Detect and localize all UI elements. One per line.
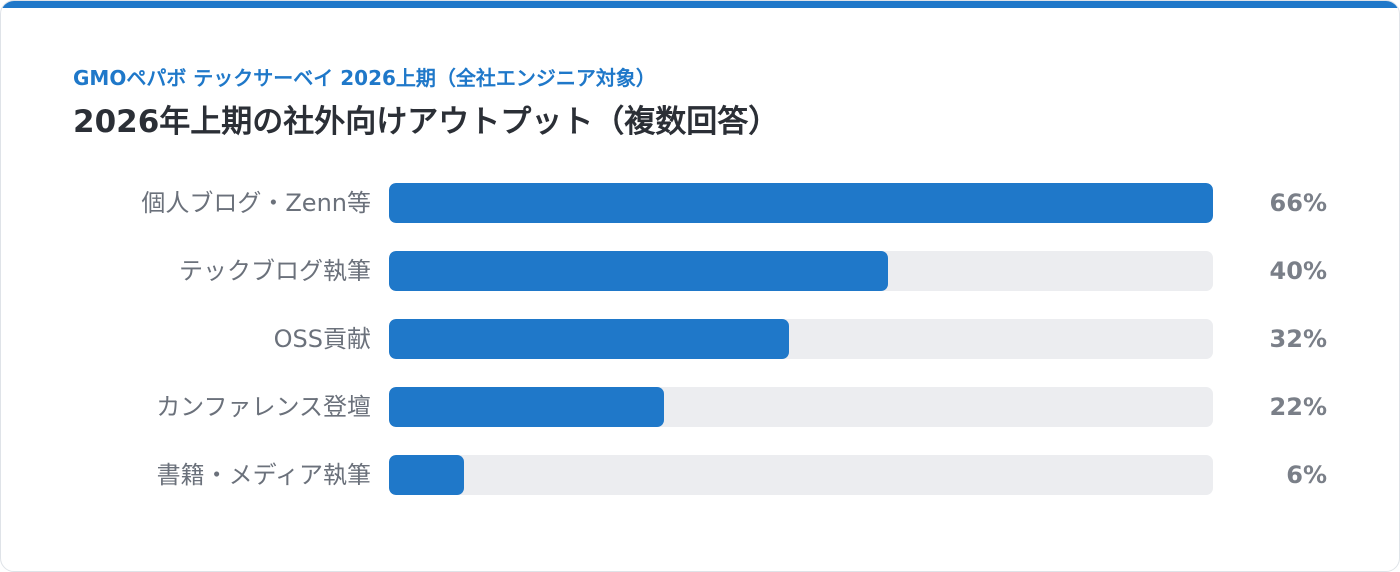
bar-label: テックブログ執筆	[179, 257, 371, 285]
bar-value-label: 40%	[1269, 257, 1327, 285]
bar	[389, 183, 1213, 223]
bar-track	[389, 183, 1213, 223]
bar-row: 個人ブログ・Zenn等 66%	[1, 183, 1399, 223]
bar	[389, 387, 664, 427]
bar-value-label: 6%	[1286, 461, 1327, 489]
bar-label: 書籍・メディア執筆	[156, 461, 371, 489]
bar-label: 個人ブログ・Zenn等	[141, 189, 371, 217]
accent-top-bar	[1, 1, 1399, 8]
bar-row: カンファレンス登壇 22%	[1, 387, 1399, 427]
bar-value-label: 32%	[1269, 325, 1327, 353]
bar-track	[389, 251, 1213, 291]
bar-value-label: 66%	[1269, 189, 1327, 217]
chart-title: 2026年上期の社外向けアウトプット（複数回答）	[73, 104, 780, 140]
bar-row: テックブログ執筆 40%	[1, 251, 1399, 291]
bar-track	[389, 319, 1213, 359]
bar	[389, 251, 888, 291]
bar-label: カンファレンス登壇	[156, 393, 371, 421]
bar-value-label: 22%	[1269, 393, 1327, 421]
bar-track	[389, 455, 1213, 495]
bar	[389, 319, 789, 359]
bar	[389, 455, 464, 495]
bar-row: OSS貢献 32%	[1, 319, 1399, 359]
bar-row: 書籍・メディア執筆 6%	[1, 455, 1399, 495]
bar-track	[389, 387, 1213, 427]
bar-label: OSS貢献	[273, 325, 371, 353]
chart-subtitle: GMOペパボ テックサーベイ 2026上期（全社エンジニア対象）	[73, 66, 656, 90]
